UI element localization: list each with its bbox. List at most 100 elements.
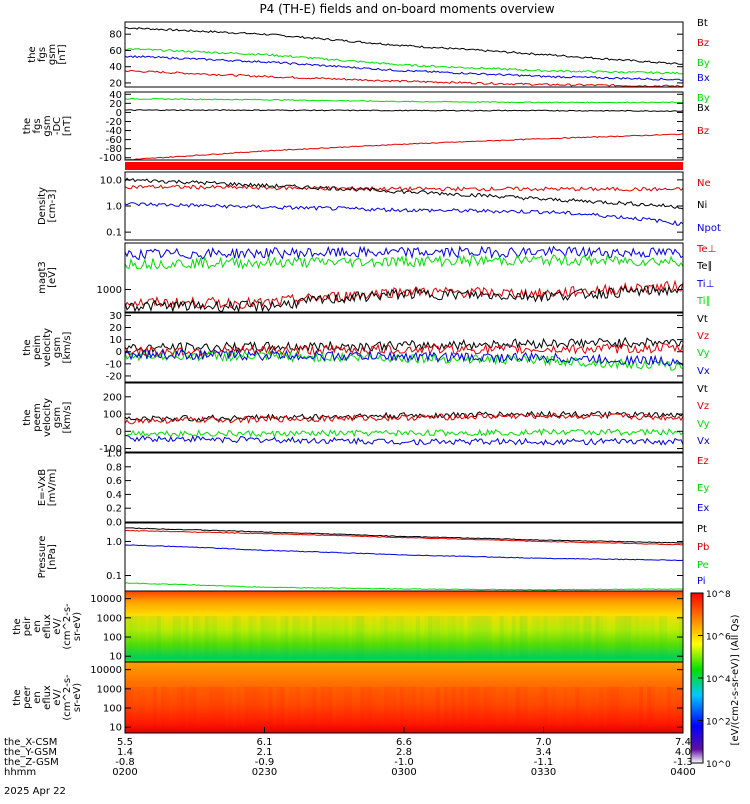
peir_eflux-stripe	[376, 615, 381, 659]
peir_eflux-stripe	[196, 615, 201, 659]
peer_eflux-stripe	[316, 686, 321, 730]
panel-fgs: Bt Bz By Bx 20 40 60 80 the fgs gsm [nT]	[27, 18, 710, 89]
legend-fgs-1: Bz	[697, 38, 709, 49]
peer_eflux-stripe	[539, 686, 544, 730]
peer_eflux-stripe	[475, 686, 480, 730]
peer_eflux-stripe	[563, 686, 568, 730]
peer_eflux-stripe	[344, 686, 349, 730]
peir_eflux-stripe	[272, 615, 277, 659]
peir_eflux-stripe	[396, 615, 401, 659]
peer_eflux-stripe	[216, 686, 221, 730]
peem_velocity-trace-2	[124, 428, 684, 439]
peir_eflux-stripe	[276, 615, 281, 659]
orbit-value-1-3: 3.4	[536, 747, 552, 758]
peer_eflux-stripe	[603, 686, 608, 730]
panel-efield: Ez Ey Ex 0.0 0.2 0.4 0.6 0.8 1.0 E=-VxB [mV/m]	[37, 449, 709, 529]
peir_eflux-stripe	[587, 615, 592, 659]
peer_eflux-stripe	[356, 686, 361, 730]
ylabel-peem_velocity-3: gsm	[52, 407, 63, 428]
peer_eflux-stripe	[651, 686, 656, 730]
peir_eflux-stripe	[579, 615, 584, 659]
peer_eflux-stripe	[491, 686, 496, 730]
peir_eflux-stripe	[280, 615, 285, 659]
peir_eflux-stripe	[328, 615, 333, 659]
ylabel-density-0: Density	[37, 187, 48, 225]
efield-frame	[124, 452, 684, 523]
orbit-value-2-3: -1.1	[534, 757, 554, 768]
peer_eflux-stripe	[567, 686, 572, 730]
fgs_dc-trace-2	[124, 133, 684, 161]
peer_eflux-stripe	[463, 686, 468, 730]
peir_eflux-stripe	[635, 615, 640, 659]
peir_eflux-stripe	[427, 615, 432, 659]
ylabel-peer_eflux-1: peer	[22, 685, 33, 709]
peer_eflux-stripe	[487, 686, 492, 730]
peir_eflux-stripe	[651, 615, 656, 659]
ytick-label-peem_velocity-0: -100	[99, 444, 122, 455]
peir_eflux-stripe	[563, 615, 568, 659]
peer_eflux-stripe	[443, 686, 448, 730]
peer_eflux-stripe	[372, 686, 377, 730]
peer_eflux-stripe	[132, 686, 137, 730]
peer_eflux-stripe	[156, 686, 161, 730]
peer_eflux-stripe	[364, 686, 369, 730]
legend-fgs_dc-1: Bx	[697, 103, 710, 114]
fgs_dc-trace-0	[124, 97, 684, 104]
peer_eflux-stripe	[368, 686, 373, 730]
peer_eflux-stripe	[655, 686, 660, 730]
peer_eflux-stripe	[276, 686, 281, 730]
peer_eflux-stripe	[635, 686, 640, 730]
ytick-label-peir_eflux-3: 10000	[90, 594, 122, 605]
orbit-value-0-2: 6.6	[396, 737, 412, 748]
peer_eflux-stripe	[663, 686, 668, 730]
colorbar-tick-label-1: 10^2	[706, 718, 731, 728]
peer_eflux-stripe	[320, 686, 325, 730]
peer_eflux-stripe	[292, 686, 297, 730]
legend-pressure-0: Pt	[697, 524, 707, 535]
ylabel-efield-0: E=-VxB	[37, 469, 48, 506]
ytick-label-peem_velocity-3: 200	[103, 392, 122, 403]
legend-peem_velocity-0: Vt	[697, 384, 708, 395]
peir_eflux-stripe	[583, 615, 588, 659]
ylabel-peim_velocity-2: velocity	[42, 328, 53, 367]
ylabel-fgs_dc-2: gsm	[42, 115, 53, 136]
ytick-label-efield-2: 0.4	[106, 490, 122, 501]
peer_eflux-stripe	[527, 686, 532, 730]
peir_eflux-stripe	[559, 615, 564, 659]
density-trace-1	[124, 177, 684, 210]
ylabel-peim_velocity-1: peim	[32, 335, 43, 360]
peer_eflux-stripe	[575, 686, 580, 730]
peer_eflux-stripe	[296, 686, 301, 730]
ytick-label-peir_eflux-2: 1000	[97, 613, 122, 624]
peir_eflux-stripe	[627, 615, 632, 659]
peer_eflux-stripe	[376, 686, 381, 730]
orbit-label-3: hhmm	[4, 767, 36, 778]
peir_eflux-stripe	[663, 615, 668, 659]
peer_eflux-stripe	[435, 686, 440, 730]
pressure-trace-2	[124, 582, 684, 591]
peir_eflux-stripe	[631, 615, 636, 659]
peer_eflux-stripe	[559, 686, 564, 730]
ylabel-peem_velocity-2: velocity	[42, 398, 53, 437]
ytick-label-pressure-0: 0.1	[106, 571, 122, 582]
peir_eflux-stripe	[539, 615, 544, 659]
peer_eflux-stripe	[336, 686, 341, 730]
peer_eflux-stripe	[623, 686, 628, 730]
ylabel-peem_velocity-4: [km/s]	[62, 401, 73, 433]
ylabel-peer_eflux-6: sr-eV)	[72, 683, 83, 712]
peer_eflux-stripe	[232, 686, 237, 730]
peir_eflux-stripe	[431, 615, 436, 659]
ylabel-fgs_dc-0: the	[22, 118, 33, 134]
peir_eflux-stripe	[352, 615, 357, 659]
peir_eflux-stripe	[623, 615, 628, 659]
peir_eflux-stripe	[595, 615, 600, 659]
peer_eflux-stripe	[419, 686, 424, 730]
fgs_dc-frame	[124, 91, 684, 161]
peer_eflux-stripe	[264, 686, 269, 730]
peir_eflux-stripe	[248, 615, 253, 659]
peer_eflux-stripe	[256, 686, 261, 730]
peer_eflux-stripe	[615, 686, 620, 730]
fgs-trace-0	[125, 27, 684, 65]
peer_eflux-stripe	[244, 686, 249, 730]
peer_eflux-stripe	[551, 686, 556, 730]
